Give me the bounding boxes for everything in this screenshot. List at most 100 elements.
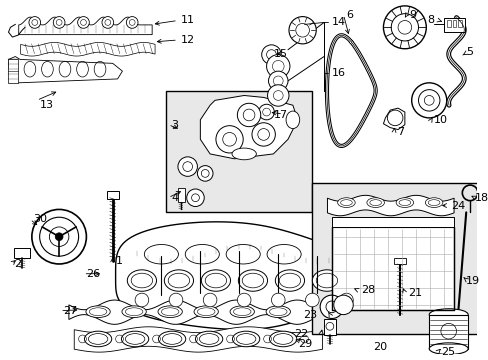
Circle shape	[203, 293, 217, 307]
Text: 24: 24	[450, 201, 464, 211]
Ellipse shape	[366, 198, 384, 207]
Ellipse shape	[238, 270, 267, 291]
Ellipse shape	[194, 306, 218, 318]
Circle shape	[320, 295, 343, 319]
Ellipse shape	[164, 270, 193, 291]
Text: 12: 12	[181, 35, 195, 45]
Ellipse shape	[158, 306, 182, 318]
Circle shape	[251, 123, 275, 146]
Circle shape	[288, 17, 316, 44]
Ellipse shape	[121, 331, 148, 347]
Circle shape	[102, 17, 113, 28]
Text: 7: 7	[396, 126, 404, 136]
Ellipse shape	[229, 306, 254, 318]
Text: 30: 30	[33, 214, 47, 224]
Polygon shape	[383, 108, 404, 130]
Bar	[14, 248, 30, 258]
Circle shape	[268, 71, 287, 91]
Text: 25: 25	[440, 347, 454, 357]
Polygon shape	[69, 300, 312, 324]
Text: 19: 19	[465, 275, 479, 285]
Bar	[443, 18, 464, 32]
Circle shape	[169, 293, 183, 307]
Circle shape	[411, 83, 446, 118]
Circle shape	[267, 85, 288, 106]
Ellipse shape	[266, 244, 301, 264]
Text: 17: 17	[273, 110, 287, 120]
Ellipse shape	[275, 270, 304, 291]
Polygon shape	[200, 95, 297, 159]
Circle shape	[271, 293, 285, 307]
Circle shape	[383, 6, 426, 49]
Ellipse shape	[428, 343, 467, 355]
Text: 13: 13	[40, 100, 54, 111]
Polygon shape	[331, 227, 453, 310]
Ellipse shape	[232, 331, 259, 347]
Text: 29: 29	[297, 339, 311, 349]
Bar	[428, 315, 467, 349]
Ellipse shape	[312, 270, 341, 291]
Ellipse shape	[185, 244, 219, 264]
Bar	[458, 21, 461, 27]
Bar	[107, 191, 118, 199]
Text: 16: 16	[331, 68, 345, 78]
Text: 3: 3	[171, 120, 178, 130]
Ellipse shape	[425, 198, 442, 207]
Text: 4: 4	[171, 193, 178, 203]
Circle shape	[333, 295, 352, 315]
Bar	[446, 21, 450, 27]
Ellipse shape	[395, 198, 413, 207]
Circle shape	[258, 104, 274, 120]
Text: 6: 6	[346, 10, 353, 20]
Text: 1: 1	[115, 256, 122, 266]
Text: 8: 8	[426, 15, 433, 26]
Circle shape	[266, 55, 289, 78]
Text: 22: 22	[294, 329, 308, 339]
Text: 15: 15	[273, 49, 287, 59]
Circle shape	[197, 166, 213, 181]
Ellipse shape	[269, 331, 296, 347]
Ellipse shape	[84, 331, 111, 347]
Circle shape	[178, 157, 197, 176]
Circle shape	[386, 110, 402, 126]
Ellipse shape	[144, 244, 178, 264]
Text: 21: 21	[407, 288, 421, 298]
Text: 2: 2	[14, 259, 21, 269]
Text: 5: 5	[465, 47, 472, 57]
Circle shape	[216, 126, 243, 153]
Ellipse shape	[195, 331, 223, 347]
Ellipse shape	[428, 309, 467, 320]
Circle shape	[305, 293, 319, 307]
Text: 9: 9	[409, 10, 416, 20]
Text: 27: 27	[63, 306, 77, 316]
Ellipse shape	[86, 306, 110, 318]
Bar	[312, 183, 482, 334]
Ellipse shape	[158, 331, 185, 347]
Text: 18: 18	[474, 193, 488, 203]
Bar	[452, 21, 456, 27]
Bar	[166, 91, 312, 212]
Text: 11: 11	[181, 15, 195, 26]
Circle shape	[186, 189, 204, 207]
Circle shape	[339, 293, 352, 307]
Ellipse shape	[285, 111, 299, 129]
Ellipse shape	[265, 306, 290, 318]
Circle shape	[29, 17, 41, 28]
Text: 10: 10	[433, 115, 447, 125]
Ellipse shape	[231, 148, 256, 160]
Circle shape	[78, 17, 89, 28]
Circle shape	[237, 293, 250, 307]
Circle shape	[261, 45, 281, 64]
Circle shape	[55, 233, 63, 240]
Bar	[324, 319, 335, 335]
Text: 23: 23	[303, 310, 317, 320]
Circle shape	[126, 17, 138, 28]
Circle shape	[53, 17, 65, 28]
Ellipse shape	[337, 198, 354, 207]
Polygon shape	[115, 222, 368, 329]
Text: 26: 26	[86, 269, 101, 279]
Text: 20: 20	[373, 342, 387, 352]
Polygon shape	[331, 217, 453, 227]
Ellipse shape	[201, 270, 230, 291]
Text: 28: 28	[360, 285, 374, 295]
